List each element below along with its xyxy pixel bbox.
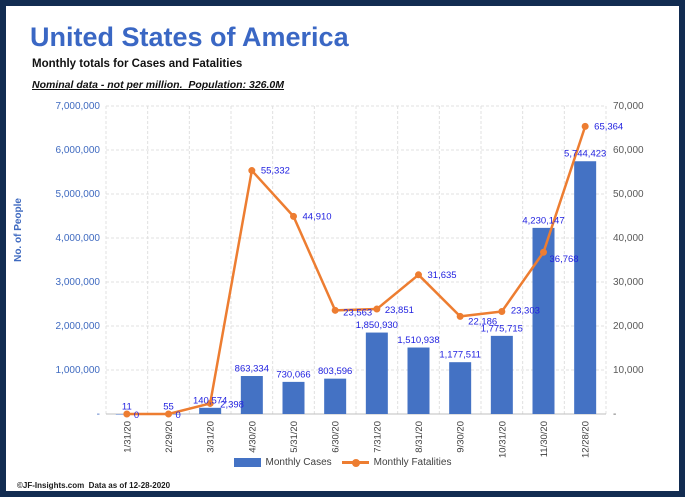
cases-legend-label: Monthly Cases <box>265 457 332 468</box>
cases-bar <box>365 332 388 414</box>
cases-data-label: 11 <box>122 401 132 412</box>
fatalities-data-label: 0 <box>134 410 139 421</box>
fatalities-data-label: 36,768 <box>550 254 579 265</box>
cases-data-label: 5,744,423 <box>564 149 606 160</box>
right-axis-tick-label: 60,000 <box>613 145 644 156</box>
chart-legend: Monthly Cases Monthly Fatalities <box>6 457 679 468</box>
left-axis-tick-label: 1,000,000 <box>56 365 101 376</box>
left-axis-tick-label: 6,000,000 <box>56 145 101 156</box>
fatalities-legend-marker <box>351 458 360 467</box>
fatalities-data-label: 44,910 <box>303 211 332 222</box>
right-axis-tick-label: 40,000 <box>613 233 644 244</box>
fatalities-data-label: 0 <box>176 410 181 421</box>
fatalities-marker <box>290 212 297 220</box>
page-title: United States of America <box>30 22 349 52</box>
left-axis-tick-label: 7,000,000 <box>56 101 101 112</box>
right-axis-tick-label: 20,000 <box>613 321 644 332</box>
cases-data-label: 863,334 <box>235 364 269 375</box>
cases-bar <box>324 378 347 414</box>
fatalities-data-label: 23,563 <box>343 307 372 318</box>
fatalities-data-label: 22,186 <box>468 316 497 327</box>
fatalities-marker <box>456 312 464 320</box>
chart-canvas: - - 1,000,000 10,000 2,000,000 20,000 3,000,00… <box>56 101 645 458</box>
fatalities-data-label: 65,364 <box>594 121 623 132</box>
cases-bar <box>282 381 305 414</box>
left-axis-tick-label: 4,000,000 <box>56 233 101 244</box>
cases-data-label: 140,574 <box>193 395 227 406</box>
cases-bar <box>240 376 263 414</box>
fatalities-marker <box>123 410 131 418</box>
cases-bar <box>532 227 555 414</box>
cases-bar <box>199 407 222 414</box>
cases-data-label: 55 <box>163 401 174 412</box>
left-axis-tick-label: 5,000,000 <box>56 189 101 200</box>
x-axis-tick-label: 6/30/20 <box>331 421 342 453</box>
fatalities-marker <box>248 167 256 175</box>
left-axis-tick-label: - <box>97 409 100 420</box>
cases-bar <box>407 347 430 414</box>
fatalities-marker <box>415 271 422 279</box>
right-axis-tick-label: 50,000 <box>613 189 644 200</box>
fatalities-marker <box>498 307 506 315</box>
cases-data-label: 1,177,511 <box>439 350 481 361</box>
x-axis-tick-label: 12/28/20 <box>581 421 592 458</box>
fatalities-marker <box>206 399 214 407</box>
cases-bar <box>449 362 472 414</box>
cases-data-label: 803,596 <box>318 366 352 377</box>
fatalities-line <box>126 126 587 416</box>
fatalities-data-label: 23,851 <box>385 305 414 316</box>
right-axis-tick-label: 30,000 <box>613 277 644 288</box>
fatalities-marker <box>581 122 589 130</box>
cases-data-label: 1,850,930 <box>356 320 398 331</box>
fatalities-marker <box>331 306 339 314</box>
chart-note: Nominal data - not per million. Populati… <box>32 79 285 91</box>
fatalities-marker <box>165 410 172 418</box>
cases-bar <box>490 335 513 414</box>
cases-bar <box>574 161 597 414</box>
fatalities-data-label: 31,635 <box>428 270 457 281</box>
fatalities-data-label: 55,332 <box>261 166 290 177</box>
chart-subtitle: Monthly totals for Cases and Fatalities <box>32 58 243 70</box>
right-axis-tick-label: 10,000 <box>613 365 644 376</box>
fatalities-data-label: 2,398 <box>220 399 244 410</box>
x-axis-tick-label: 5/31/20 <box>289 421 300 453</box>
cases-legend-swatch <box>233 458 261 467</box>
x-axis-tick-label: 3/31/20 <box>206 421 217 453</box>
fatalities-legend-label: Monthly Fatalities <box>373 457 452 468</box>
fatalities-marker <box>540 248 547 256</box>
cases-data-label: 730,066 <box>276 369 310 380</box>
x-axis-tick-label: 10/31/20 <box>497 421 508 458</box>
fatalities-data-label: 23,303 <box>511 305 540 316</box>
fatalities-legend-swatch <box>341 458 369 467</box>
right-axis-tick-label: - <box>613 409 616 420</box>
cases-data-label: 1,510,938 <box>397 335 439 346</box>
x-axis-tick-label: 8/31/20 <box>414 421 425 453</box>
x-axis-tick-label: 1/31/20 <box>122 421 133 453</box>
left-axis-tick-label: 3,000,000 <box>56 277 101 288</box>
copyright-note: ©JF-Insights.com Data as of 12-28-2020 <box>17 481 171 490</box>
x-axis-tick-label: 4/30/20 <box>247 421 258 453</box>
x-axis-tick-label: 9/30/20 <box>456 421 467 453</box>
cases-data-label: 1,775,715 <box>481 323 523 334</box>
x-axis-tick-label: 2/29/20 <box>164 421 175 453</box>
left-axis-tick-label: 2,000,000 <box>56 321 101 332</box>
x-axis-tick-label: 11/30/20 <box>539 421 550 457</box>
right-axis-tick-label: 70,000 <box>613 101 644 112</box>
cases-data-label: 4,230,147 <box>522 215 564 226</box>
x-axis-tick-label: 7/31/20 <box>372 421 383 453</box>
fatalities-marker <box>373 305 381 313</box>
